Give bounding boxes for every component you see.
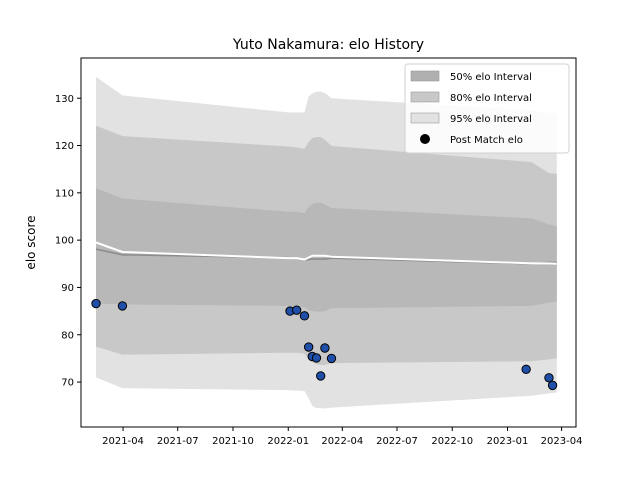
y-tick-label: 100 [55, 236, 74, 247]
post-match-point [311, 353, 322, 363]
x-tick-label: 2023-01 [487, 436, 529, 447]
post-match-point [91, 298, 101, 309]
legend-marker [420, 134, 430, 144]
chart-title: Yuto Nakamura: elo History [232, 37, 424, 53]
post-match-point [315, 371, 326, 381]
band-50-interval [96, 188, 557, 312]
post-match-point [299, 311, 310, 321]
legend-swatch [410, 112, 440, 124]
post-match-point [547, 380, 558, 391]
y-tick-label: 90 [61, 283, 74, 294]
post-match-point [291, 305, 302, 315]
y-tick-label: 80 [61, 330, 74, 341]
median-line [95, 241, 557, 265]
y-axis-title: elo score [24, 215, 38, 269]
y-axis-ticks: 70 80 90 100 110 120 130 [55, 94, 81, 389]
x-tick-label: 2021-04 [102, 436, 144, 447]
plot-area [91, 76, 558, 409]
y-tick-label: 130 [55, 94, 74, 105]
y-tick-label: 110 [55, 188, 74, 199]
legend: 50% elo Interval 80% elo Interval 95% elo … [404, 63, 570, 154]
legend-swatch [410, 70, 440, 82]
x-tick-label: 2021-07 [157, 436, 199, 447]
y-tick-label: 70 [61, 378, 74, 389]
y-tick-label: 120 [55, 141, 74, 152]
post-match-point [320, 343, 330, 353]
trend-lines [95, 241, 557, 265]
legend-box [404, 63, 570, 154]
post-match-point [303, 342, 314, 352]
legend-label: 95% elo Interval [450, 114, 532, 125]
axes-frame [80, 57, 577, 428]
legend-label: 50% elo Interval [450, 72, 532, 83]
legend-swatch [410, 91, 440, 103]
x-tick-label: 2023-04 [541, 436, 583, 447]
x-tick-label: 2022-04 [321, 436, 363, 447]
post-match-point [544, 373, 554, 383]
post-match-point [521, 364, 531, 374]
x-tick-label: 2022-07 [376, 436, 418, 447]
legend-label: 80% elo Interval [450, 93, 532, 104]
x-tick-label: 2022-01 [267, 436, 309, 447]
post-match-point [326, 353, 337, 364]
post-match-points [91, 298, 558, 391]
legend-label: Post Match elo [450, 135, 523, 146]
x-tick-label: 2021-10 [212, 436, 254, 447]
post-match-point [117, 301, 128, 311]
x-tick-label: 2022-10 [431, 436, 473, 447]
interval-bands [96, 76, 557, 409]
x-axis-ticks: 2021-04 2021-07 2021-10 2022-01 2022-04 2022-… [102, 427, 582, 447]
